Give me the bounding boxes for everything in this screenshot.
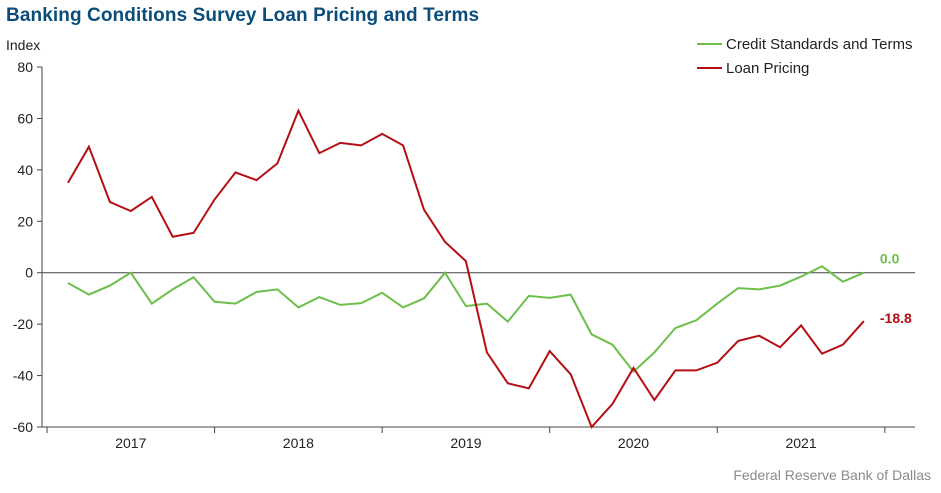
end-labels: 0.0 -18.8 bbox=[880, 251, 912, 326]
y-tick-label: -60 bbox=[13, 419, 33, 435]
x-tick-label: 2020 bbox=[618, 435, 649, 451]
x-tick-label: 2021 bbox=[785, 435, 816, 451]
x-tick-label: 2018 bbox=[283, 435, 314, 451]
y-tick-label: 40 bbox=[17, 162, 33, 178]
y-tick-label: 80 bbox=[17, 59, 33, 75]
chart-title: Banking Conditions Survey Loan Pricing a… bbox=[6, 5, 480, 26]
legend: Credit Standards and Terms Loan Pricing bbox=[697, 36, 912, 77]
x-tick-label: 2017 bbox=[115, 435, 146, 451]
x-tick-label: 2019 bbox=[450, 435, 481, 451]
series-line-credit-standards bbox=[67, 265, 865, 374]
source-note: Federal Reserve Bank of Dallas bbox=[733, 467, 931, 483]
y-tick-label: -20 bbox=[13, 316, 33, 332]
end-value-label: 0.0 bbox=[880, 251, 900, 267]
legend-label: Credit Standards and Terms bbox=[726, 36, 912, 53]
y-axis: 80 60 40 20 0 -20 -40 -60 bbox=[13, 59, 43, 435]
y-axis-label: Index bbox=[6, 37, 40, 53]
y-tick-label: -40 bbox=[13, 368, 33, 384]
series-line-loan-pricing bbox=[67, 108, 865, 429]
series-lines bbox=[67, 108, 865, 429]
y-tick-label: 0 bbox=[25, 265, 33, 281]
x-axis: 2017 2018 2019 2020 2021 bbox=[42, 272, 915, 451]
legend-label: Loan Pricing bbox=[726, 60, 809, 77]
y-tick-label: 60 bbox=[17, 110, 33, 126]
y-tick-label: 20 bbox=[17, 213, 33, 229]
end-value-label: -18.8 bbox=[880, 310, 912, 326]
